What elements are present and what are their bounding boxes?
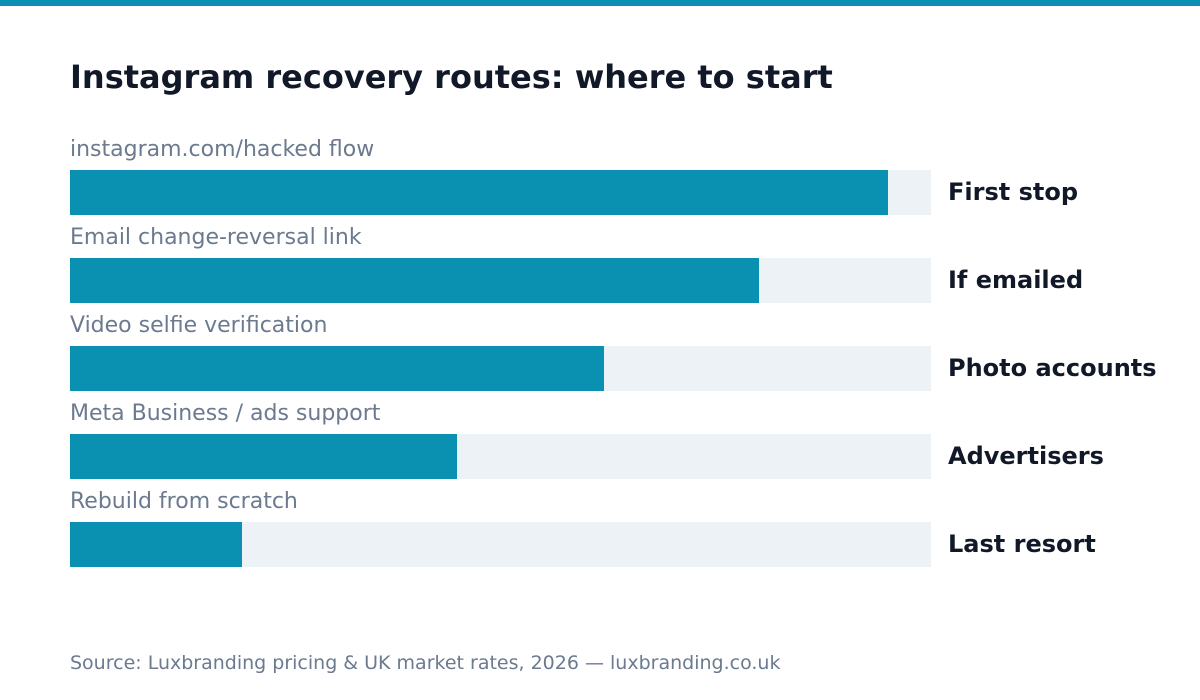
- bar-row: Rebuild from scratch Last resort: [70, 484, 1180, 572]
- bar: [70, 522, 243, 567]
- bar-track: [70, 170, 931, 215]
- bar: [70, 170, 888, 215]
- bar: [70, 346, 604, 391]
- bar-chart: instagram.com/hacked flow First stop Ema…: [70, 132, 1180, 572]
- bar: [70, 434, 458, 479]
- bar-category-label: Video selfie verification: [70, 313, 328, 338]
- chart-title: Instagram recovery routes: where to star…: [70, 58, 833, 96]
- bar-category-label: Meta Business / ads support: [70, 401, 381, 426]
- bar-category-label: Rebuild from scratch: [70, 489, 298, 514]
- bar-tag-label: First stop: [948, 178, 1078, 206]
- bar: [70, 258, 759, 303]
- bar-row: Email change-reversal link If emailed: [70, 220, 1180, 308]
- bar-row: instagram.com/hacked flow First stop: [70, 132, 1180, 220]
- bar-tag-label: If emailed: [948, 266, 1084, 294]
- accent-top-bar: [0, 0, 1200, 6]
- bar-track: [70, 258, 931, 303]
- bar-tag-label: Advertisers: [948, 442, 1104, 470]
- bar-tag-label: Photo accounts: [948, 354, 1157, 382]
- bar-row: Meta Business / ads support Advertisers: [70, 396, 1180, 484]
- source-note: Source: Luxbranding pricing & UK market …: [70, 652, 781, 674]
- bar-tag-label: Last resort: [948, 530, 1096, 558]
- bar-track: [70, 434, 931, 479]
- bar-category-label: Email change-reversal link: [70, 225, 362, 250]
- bar-row: Video selfie verification Photo accounts: [70, 308, 1180, 396]
- bar-category-label: instagram.com/hacked flow: [70, 137, 375, 162]
- bar-track: [70, 522, 931, 567]
- bar-track: [70, 346, 931, 391]
